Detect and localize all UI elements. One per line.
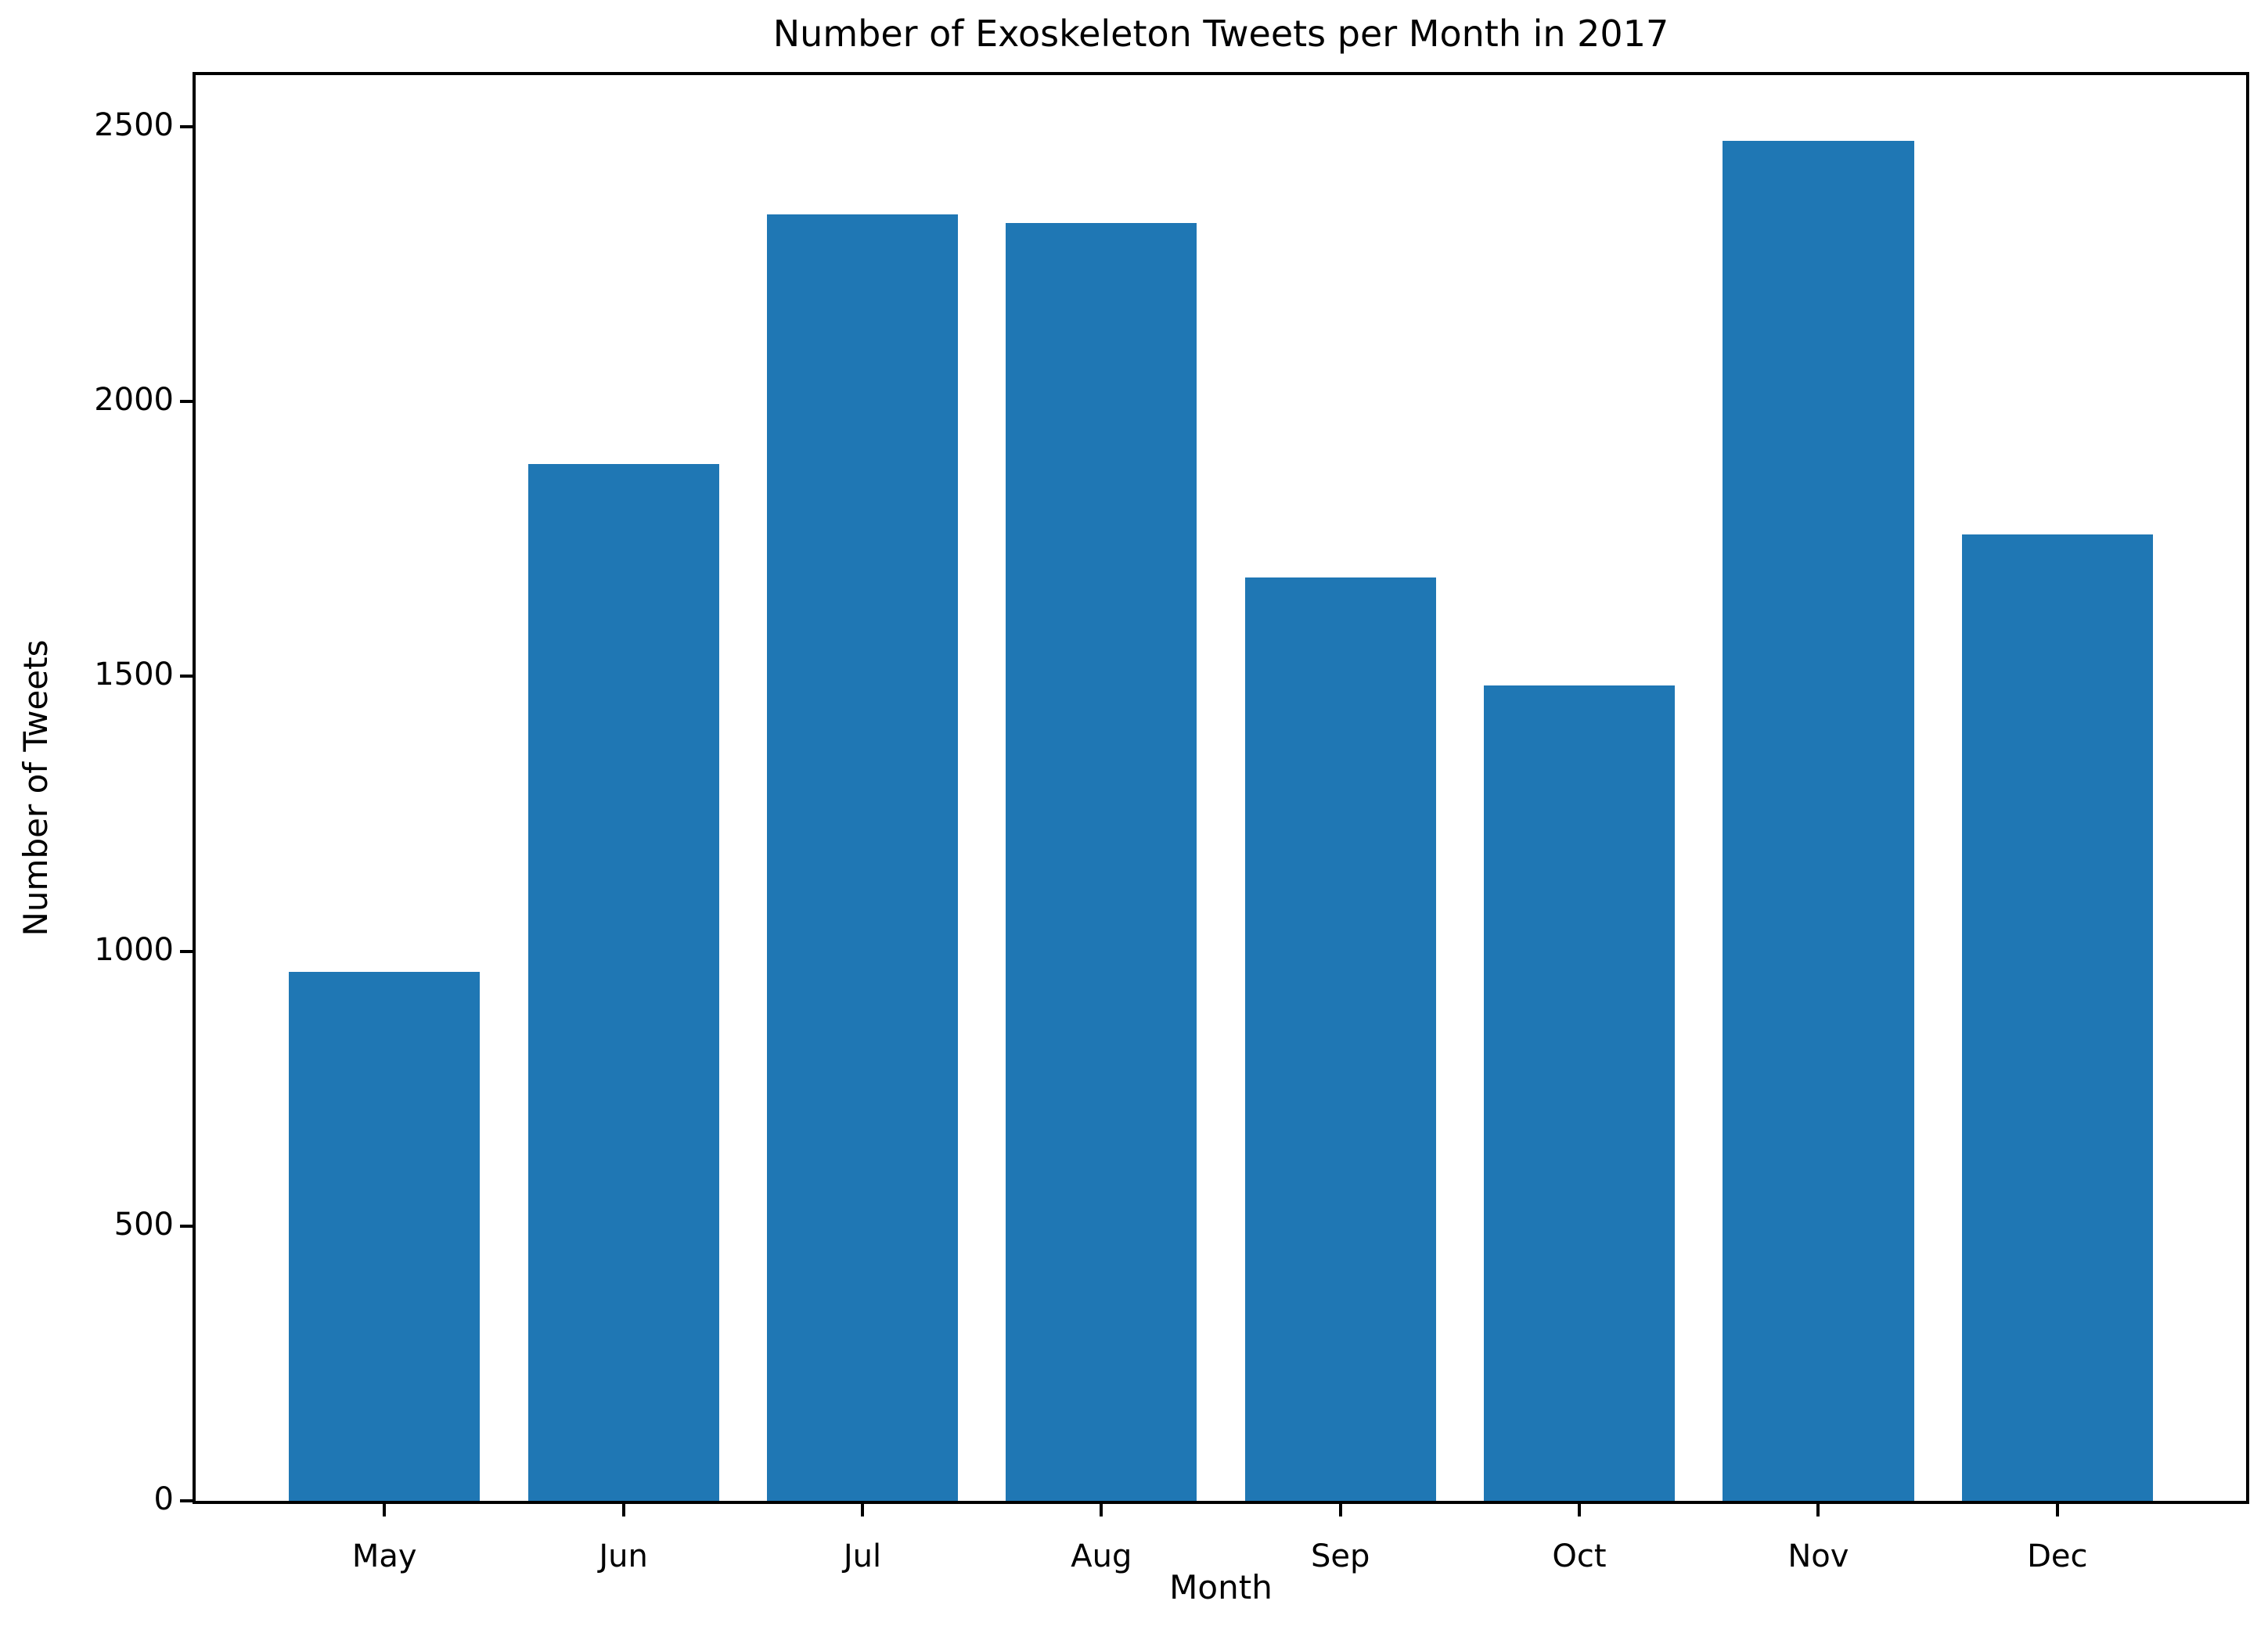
y-tick-label: 2000: [94, 382, 174, 419]
x-tick: [1100, 1504, 1103, 1516]
y-tick-label: 500: [113, 1206, 174, 1243]
y-tick-label: 1000: [94, 931, 174, 968]
y-tick: [180, 675, 193, 678]
x-tick: [1816, 1504, 1820, 1516]
y-tick-label: 2500: [94, 107, 174, 143]
bar-May: [289, 971, 481, 1501]
x-tick-label: Nov: [1787, 1538, 1849, 1574]
y-tick: [180, 400, 193, 404]
y-tick-label: 1500: [94, 657, 174, 693]
chart-title: Number of Exoskeleton Tweets per Month i…: [772, 13, 1669, 55]
y-tick: [180, 1224, 193, 1228]
x-axis-label: Month: [1169, 1568, 1273, 1606]
plot-area: [193, 72, 2249, 1504]
x-tick-label: Sep: [1310, 1538, 1370, 1574]
x-tick: [861, 1504, 864, 1516]
y-tick: [180, 125, 193, 128]
bar-Sep: [1244, 577, 1436, 1501]
x-tick-label: Oct: [1552, 1538, 1607, 1574]
x-tick-label: Dec: [2027, 1538, 2088, 1574]
y-tick-label: 0: [153, 1481, 174, 1517]
bar-Oct: [1483, 685, 1676, 1501]
x-tick-label: May: [351, 1538, 417, 1574]
bar-Dec: [1961, 534, 2153, 1501]
x-tick: [621, 1504, 625, 1516]
bar-Jun: [527, 463, 719, 1501]
x-tick: [383, 1504, 387, 1516]
x-tick-label: Jun: [599, 1538, 648, 1574]
x-tick: [1338, 1504, 1342, 1516]
x-tick: [2055, 1504, 2059, 1516]
bar-Jul: [766, 214, 959, 1501]
x-tick-label: Aug: [1071, 1538, 1132, 1574]
x-tick: [1578, 1504, 1581, 1516]
bar-Nov: [1723, 140, 1914, 1501]
bar-Aug: [1006, 222, 1197, 1501]
x-tick-label: Jul: [843, 1538, 882, 1574]
y-tick: [180, 949, 193, 953]
y-tick: [180, 1499, 193, 1502]
